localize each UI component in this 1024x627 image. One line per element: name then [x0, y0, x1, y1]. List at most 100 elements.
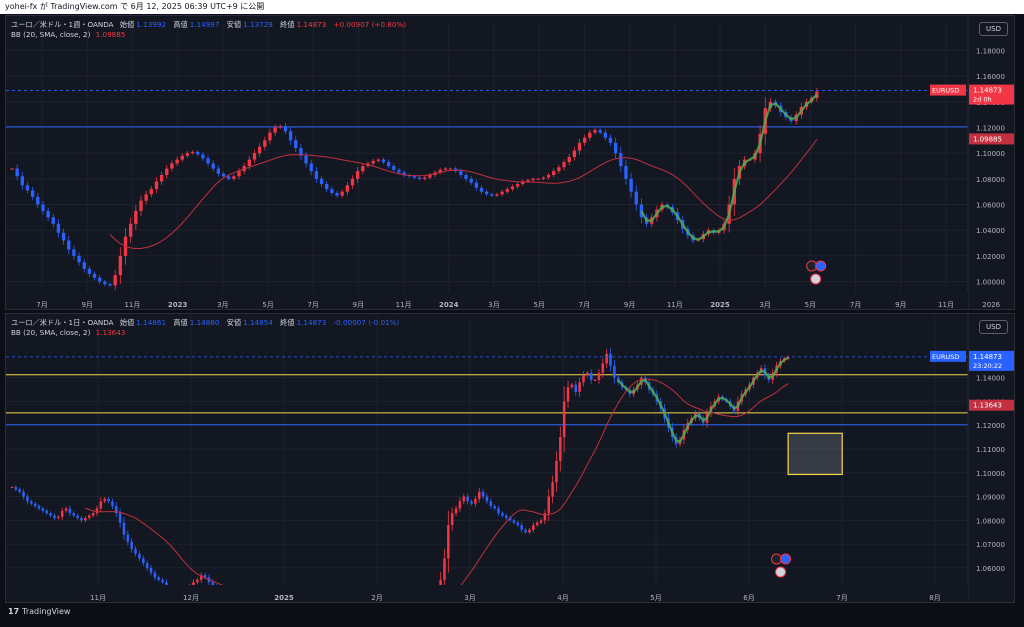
weekly-candle-body	[386, 162, 391, 166]
weekly-candle-body	[25, 185, 30, 191]
weekly-candle-body	[221, 173, 226, 177]
daily-candle-body	[57, 516, 60, 518]
weekly-symbol-tag: EURUSD	[932, 87, 959, 95]
daily-candle-body	[458, 501, 462, 509]
weekly-price-tick-label: 1.18000	[976, 47, 1005, 55]
daily-candle-body	[72, 513, 76, 516]
weekly-candle-body	[201, 154, 205, 159]
weekly-candle-body	[30, 190, 35, 197]
daily-candle-body	[574, 384, 578, 392]
daily-candle-body	[578, 382, 581, 392]
daily-candle-body	[586, 372, 589, 376]
weekly-time-tick-label: 7月	[36, 301, 47, 309]
weekly-candle-body	[165, 168, 169, 175]
weekly-candle-body	[41, 204, 45, 211]
weekly-candle-body	[288, 131, 293, 141]
weekly-candle-body	[309, 163, 313, 172]
daily-candle-body	[138, 553, 141, 559]
weekly-candle-body	[46, 210, 50, 218]
weekly-candle-body	[598, 130, 602, 133]
weekly-candle-body	[593, 130, 597, 133]
daily-candle-body	[118, 513, 122, 523]
daily-candle-body	[142, 558, 145, 564]
daily-candle-body	[501, 513, 504, 516]
weekly-time-tick-label: 9月	[624, 301, 635, 309]
daily-candle-body	[149, 567, 153, 573]
daily-candle-body	[211, 582, 215, 587]
weekly-candle-body	[82, 262, 86, 269]
weekly-candle-body	[319, 178, 324, 184]
weekly-candle-body	[170, 163, 174, 169]
weekly-price-tick-label: 1.08000	[976, 176, 1005, 184]
daily-symbol-tag: EURUSD	[932, 353, 959, 361]
daily-candle-body	[196, 579, 199, 583]
tradingview-logo[interactable]: 17 TradingView	[8, 607, 70, 616]
weekly-candle-body	[113, 275, 117, 286]
daily-candle-body	[516, 522, 520, 526]
weekly-price-tick-label: 1.12000	[976, 124, 1005, 132]
weekly-currency-button[interactable]: USD	[979, 22, 1008, 36]
daily-bb-tag-value: 1.13643	[973, 402, 1002, 410]
weekly-time-tick-label: 11月	[396, 301, 412, 309]
daily-candle-body	[10, 487, 14, 489]
daily-candle-body	[22, 491, 25, 497]
daily-candle-body	[589, 372, 593, 381]
weekly-candle-body	[185, 153, 190, 156]
weekly-candle-body	[294, 140, 298, 149]
weekly-candle-body	[438, 169, 442, 173]
daily-candle-body	[64, 508, 68, 511]
weekly-candle-body	[263, 140, 267, 147]
daily-candle-body	[609, 353, 612, 366]
daily-candle-body	[489, 501, 493, 507]
weekly-candle-body	[577, 142, 582, 151]
weekly-candle-body	[134, 210, 138, 224]
weekly-time-tick-label: 11月	[938, 301, 954, 309]
daily-currency-button[interactable]: USD	[979, 320, 1008, 334]
weekly-candle-body	[108, 284, 112, 286]
weekly-chart-svg[interactable]: 1.180001.160001.140001.120001.100001.080…	[6, 16, 1015, 310]
weekly-candle-body	[196, 151, 200, 155]
weekly-candle-body	[572, 150, 577, 158]
daily-candle-body	[559, 437, 562, 461]
daily-candle-body	[551, 482, 554, 497]
daily-candle-body	[512, 520, 516, 523]
weekly-time-tick-label: 7月	[307, 301, 318, 309]
weekly-candle-body	[154, 181, 159, 190]
daily-bb-label: BB (20, SMA, close, 2)	[11, 328, 91, 337]
weekly-candle-body	[51, 217, 55, 224]
daily-chart-pane[interactable]: 1.140001.130001.120001.110001.100001.090…	[5, 313, 1015, 603]
weekly-candle-body	[505, 189, 509, 192]
daily-candle-body	[562, 401, 566, 438]
daily-candle-body	[115, 506, 118, 514]
daily-price-tick-label: 1.06000	[976, 565, 1005, 573]
weekly-candle-body	[459, 171, 463, 175]
weekly-time-tick-label: 5月	[262, 301, 273, 309]
weekly-high-label: 高値	[173, 20, 188, 29]
daily-candle-body	[477, 491, 481, 499]
daily-price-tick-label: 1.09000	[976, 494, 1005, 502]
weekly-candle-body	[268, 132, 272, 141]
weekly-candle-body	[257, 146, 262, 154]
daily-candle-body	[462, 496, 466, 502]
weekly-chart-pane[interactable]: 1.180001.160001.140001.120001.100001.080…	[5, 15, 1015, 310]
weekly-symbol-title: ユーロ／米ドル・1週・OANDA	[11, 20, 114, 29]
weekly-candle-body	[557, 167, 561, 172]
daily-candle-body	[53, 515, 56, 518]
weekly-price-tag-countdown: 2d 0h	[973, 96, 992, 104]
daily-time-tick-label: 5月	[650, 594, 661, 602]
daily-symbol-tag-bg	[930, 350, 966, 362]
weekly-candle-body	[412, 176, 417, 178]
daily-candle-body	[165, 582, 168, 587]
daily-chart-svg[interactable]: 1.140001.130001.120001.110001.100001.090…	[6, 314, 1015, 603]
weekly-candle-body	[247, 159, 252, 166]
daily-candle-body	[161, 579, 164, 583]
weekly-candle-body	[613, 142, 618, 154]
weekly-candle-body	[376, 159, 380, 161]
daily-candle-body	[524, 529, 527, 533]
daily-candle-body	[192, 582, 195, 587]
weekly-time-tick-label: 3月	[759, 301, 770, 309]
daily-candle-body	[493, 506, 496, 509]
weekly-candle-body	[815, 91, 819, 98]
weekly-candle-body	[314, 171, 319, 179]
daily-legend: ユーロ／米ドル・1日・OANDA 始値 1.14861 高値 1.14880 安値 1…	[11, 318, 399, 338]
